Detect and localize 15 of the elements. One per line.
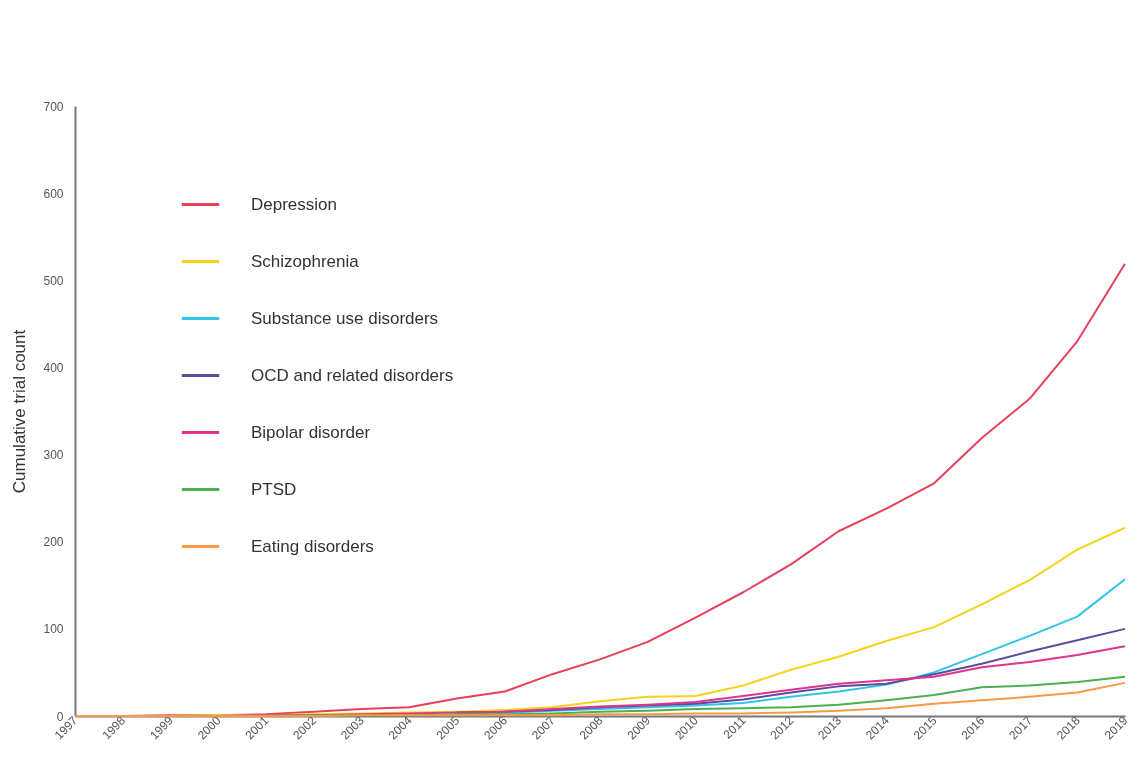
legend-label: PTSD bbox=[251, 479, 297, 499]
y-tick-label: 300 bbox=[43, 448, 64, 463]
y-tick-label: 200 bbox=[43, 535, 64, 550]
legend-label: Bipolar disorder bbox=[251, 422, 371, 442]
y-tick-label: 500 bbox=[43, 273, 64, 288]
legend-label: Schizophrenia bbox=[251, 251, 360, 271]
y-tick-label: 100 bbox=[43, 622, 64, 637]
legend-label: Depression bbox=[251, 194, 337, 214]
y-tick-label: 600 bbox=[43, 186, 64, 201]
y-axis-title: Cumulative trial count bbox=[10, 329, 30, 494]
legend-label: Eating disorders bbox=[251, 536, 374, 556]
legend-label: OCD and related disorders bbox=[251, 365, 454, 385]
y-tick-label: 700 bbox=[43, 99, 64, 114]
legend-label: Substance use disorders bbox=[251, 308, 439, 328]
y-tick-label: 400 bbox=[43, 360, 64, 375]
